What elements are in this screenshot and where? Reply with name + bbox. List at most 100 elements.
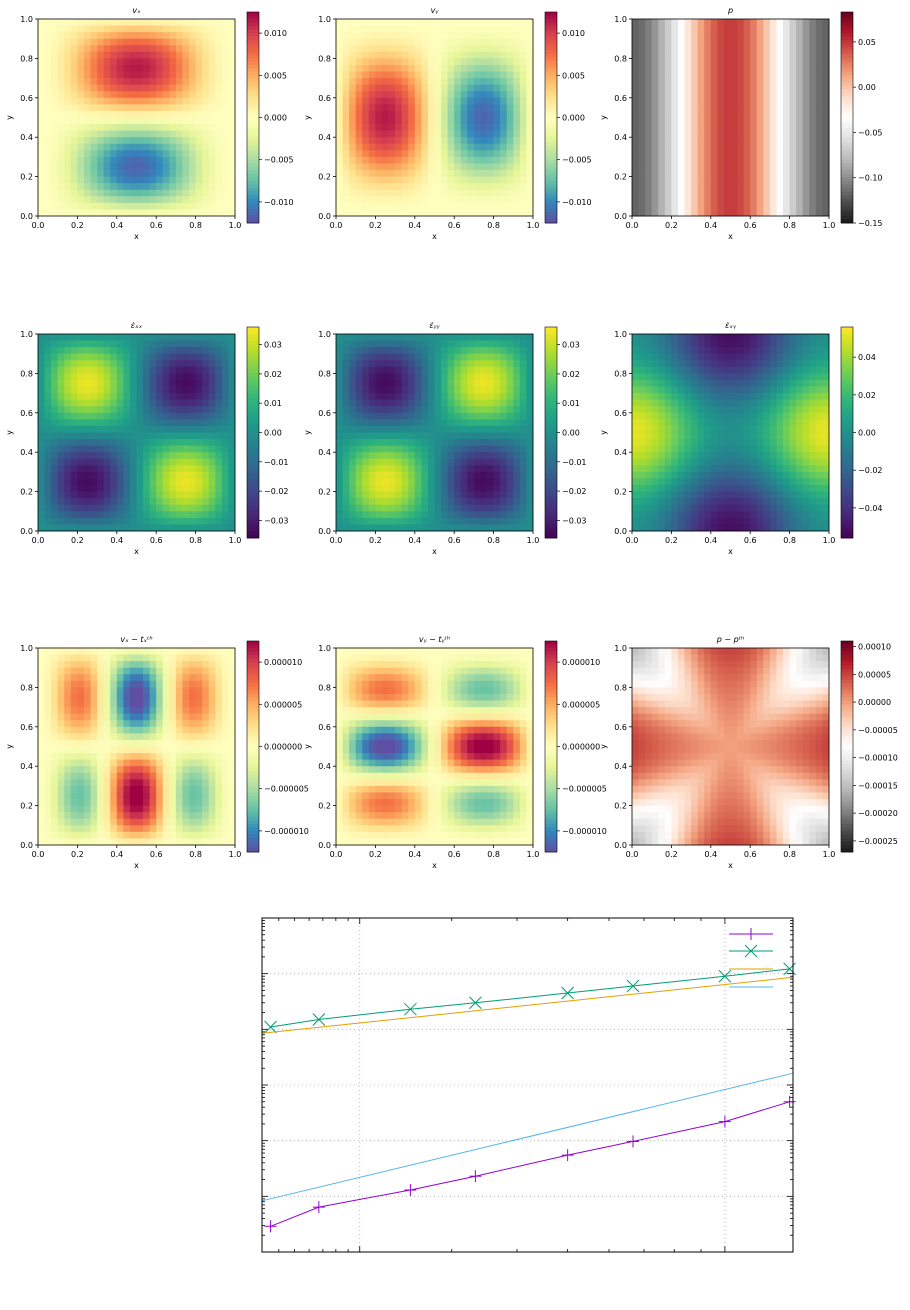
heatmap-cell bbox=[447, 202, 455, 210]
heatmap-cell bbox=[796, 84, 804, 92]
heatmap-cell bbox=[368, 340, 376, 348]
heatmap-cell bbox=[487, 25, 494, 33]
heatmap-cell bbox=[697, 32, 705, 40]
heatmap-cell bbox=[421, 104, 429, 112]
heatmap-cell bbox=[526, 38, 534, 46]
heatmap-cell bbox=[500, 38, 508, 46]
x-tick-label: 0.0 bbox=[626, 221, 639, 230]
heatmap-cell bbox=[221, 498, 229, 506]
heatmap-cell bbox=[408, 64, 416, 72]
heatmap-cell bbox=[143, 471, 151, 479]
heatmap-cell bbox=[809, 58, 817, 66]
heatmap-cell bbox=[189, 386, 196, 394]
heatmap-cell bbox=[691, 19, 699, 26]
heatmap-cell bbox=[221, 465, 229, 473]
heatmap-cell bbox=[408, 393, 416, 401]
heatmap-cell bbox=[116, 104, 124, 112]
heatmap-cell bbox=[208, 366, 216, 374]
colorbar-step bbox=[545, 110, 557, 115]
heatmap-cell bbox=[691, 110, 699, 118]
heatmap-cell bbox=[395, 432, 403, 440]
heatmap-cell bbox=[723, 110, 731, 118]
heatmap-panel-vy: vᵧ0.0 0.2 0.4 0.6 0.8 1.00.00.20.40.60.81.0xy… bbox=[303, 6, 592, 241]
heatmap-cell bbox=[473, 196, 481, 204]
heatmap-cell bbox=[776, 58, 784, 66]
heatmap-cell bbox=[129, 137, 137, 145]
heatmap-cell bbox=[388, 38, 396, 46]
heatmap-cell bbox=[408, 163, 416, 171]
heatmap-cell bbox=[116, 347, 124, 355]
heatmap-cell bbox=[447, 19, 455, 26]
heatmap-cell bbox=[51, 150, 59, 158]
heatmap-cell bbox=[83, 452, 91, 460]
heatmap-cell bbox=[506, 196, 514, 204]
heatmap-cell bbox=[704, 202, 712, 210]
heatmap-cell bbox=[342, 97, 350, 105]
heatmap-cell bbox=[434, 517, 442, 525]
heatmap-cell bbox=[526, 150, 534, 158]
heatmap-cell bbox=[116, 366, 124, 374]
heatmap-cell bbox=[368, 393, 376, 401]
heatmap-cell bbox=[221, 511, 229, 519]
heatmap-cell bbox=[362, 517, 370, 525]
heatmap-cell bbox=[743, 38, 751, 46]
heatmap-cell bbox=[51, 163, 59, 171]
heatmap-cell bbox=[519, 19, 527, 26]
heatmap-cell bbox=[447, 156, 455, 164]
colorbar-step bbox=[545, 219, 557, 224]
heatmap-cell bbox=[756, 143, 764, 151]
colorbar-step bbox=[247, 355, 259, 360]
heatmap-cell bbox=[480, 51, 488, 59]
heatmap-cell bbox=[136, 399, 144, 407]
heatmap-cell bbox=[467, 183, 475, 191]
heatmap-cell bbox=[493, 478, 501, 486]
heatmap-cell bbox=[349, 353, 357, 361]
heatmap-cell bbox=[156, 110, 164, 118]
heatmap-cell bbox=[447, 163, 455, 171]
heatmap-cell bbox=[408, 511, 416, 519]
heatmap-cell bbox=[90, 465, 98, 473]
heatmap-cell bbox=[473, 51, 481, 59]
heatmap-cell bbox=[83, 412, 91, 420]
heatmap-cell bbox=[434, 45, 442, 53]
heatmap-cell bbox=[136, 439, 144, 447]
heatmap-cell bbox=[434, 379, 442, 387]
heatmap-cell bbox=[182, 130, 190, 138]
heatmap-cell bbox=[182, 51, 190, 59]
heatmap-cell bbox=[381, 452, 389, 460]
heatmap-cell bbox=[460, 386, 468, 394]
heatmap-cell bbox=[355, 58, 363, 66]
heatmap-cell bbox=[447, 170, 455, 177]
heatmap-cell bbox=[783, 150, 790, 158]
heatmap-cell bbox=[368, 189, 376, 197]
heatmap-cell bbox=[368, 124, 376, 132]
colorbar-step bbox=[545, 99, 557, 104]
heatmap-cell bbox=[77, 340, 85, 348]
heatmap-cell bbox=[434, 478, 442, 486]
heatmap-cell bbox=[195, 412, 203, 420]
heatmap-cell bbox=[388, 406, 396, 414]
heatmap-cell bbox=[208, 25, 216, 33]
heatmap-cell bbox=[182, 19, 190, 26]
heatmap-cell bbox=[375, 478, 383, 486]
heatmap-cell bbox=[336, 97, 343, 105]
heatmap-cell bbox=[381, 406, 389, 414]
colorbar-step bbox=[545, 184, 557, 189]
heatmap-cell bbox=[129, 452, 137, 460]
heatmap-cell bbox=[228, 38, 236, 46]
heatmap-cell bbox=[362, 491, 370, 499]
heatmap-cell bbox=[123, 393, 131, 401]
heatmap-cell bbox=[162, 425, 170, 433]
heatmap-cell bbox=[362, 196, 370, 204]
heatmap-cell bbox=[493, 38, 501, 46]
heatmap-cell bbox=[441, 517, 449, 525]
heatmap-cell bbox=[421, 202, 429, 210]
heatmap-cell bbox=[228, 353, 236, 361]
heatmap-cell bbox=[90, 504, 98, 512]
heatmap-cell bbox=[143, 71, 151, 79]
heatmap-cell bbox=[51, 143, 59, 151]
heatmap-cell bbox=[414, 347, 422, 355]
heatmap-cell bbox=[723, 91, 731, 99]
heatmap-cell bbox=[802, 150, 810, 158]
heatmap-cell bbox=[349, 504, 357, 512]
